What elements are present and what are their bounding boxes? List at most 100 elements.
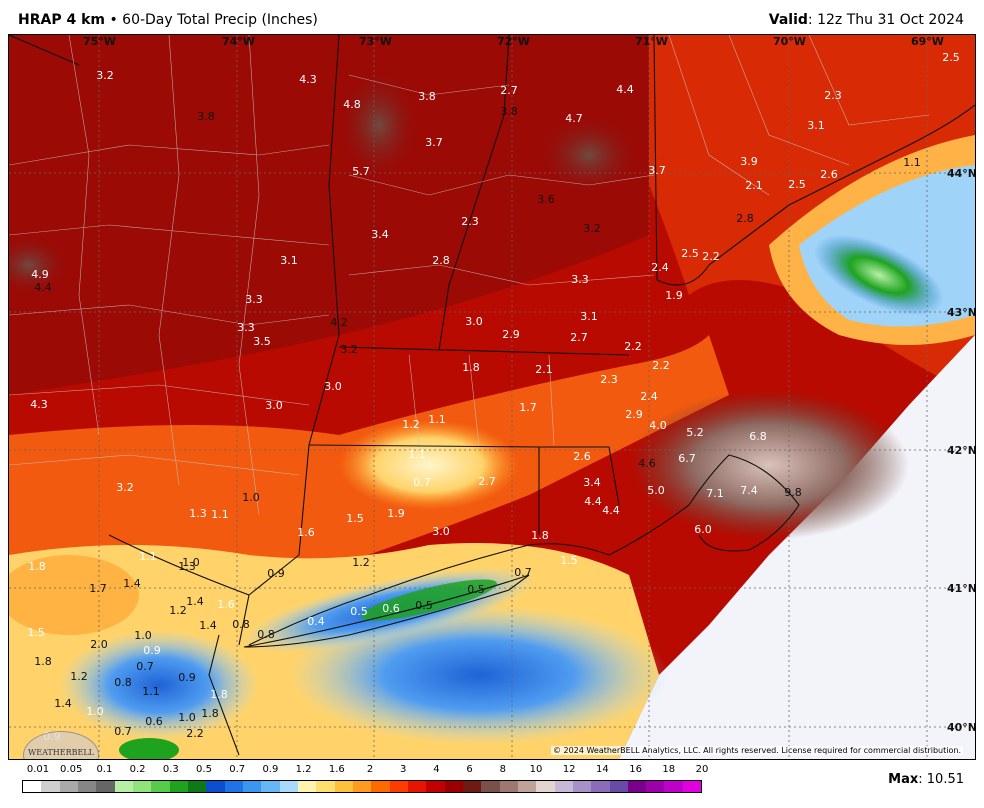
precip-value-label: 2.5 — [681, 247, 699, 260]
precip-value-label: 6.8 — [749, 430, 767, 443]
lat-label: 43°N — [947, 306, 975, 319]
precip-value-label: 3.8 — [500, 105, 518, 118]
long-island-green — [361, 579, 497, 621]
precip-value-label: 5.2 — [686, 426, 704, 439]
precip-value-label: 0.4 — [307, 615, 325, 628]
legend-tick-label: 0.2 — [129, 764, 146, 775]
precip-value-label: 0.9 — [143, 644, 161, 657]
legend-swatch — [536, 781, 555, 792]
precip-value-label: 1.1 — [139, 550, 157, 563]
legend-swatch — [371, 781, 390, 792]
precip-value-label: 0.7 — [114, 725, 132, 738]
valid-label: Valid — [768, 12, 808, 28]
logo-text: WEATHERBELL — [28, 748, 94, 757]
precip-value-label: 2.3 — [461, 215, 479, 228]
precip-value-label: 6.0 — [694, 523, 712, 536]
header: HRAP 4 km • 60-Day Total Precip (Inches)… — [0, 0, 984, 34]
precip-value-label: 4.6 — [638, 457, 656, 470]
legend-tick-label: 0.3 — [162, 764, 179, 775]
precip-value-label: 2.2 — [652, 359, 670, 372]
precip-value-label: 2.9 — [502, 328, 520, 341]
precip-value-label: 1.5 — [560, 554, 578, 567]
lat-label: 42°N — [947, 444, 975, 457]
precip-value-label: 0.7 — [136, 660, 154, 673]
lon-label: 75°W — [83, 35, 116, 48]
precip-value-label: 3.7 — [648, 164, 666, 177]
title-separator: • — [109, 12, 118, 28]
precip-value-label: 2.7 — [570, 331, 588, 344]
legend-tick-label: 6 — [466, 764, 473, 775]
precip-value-label: 0.8 — [114, 676, 132, 689]
precip-value-label: 7.4 — [740, 484, 758, 497]
precip-value-label: 1.2 — [352, 556, 370, 569]
precip-value-label: 2.8 — [432, 254, 450, 267]
precip-value-label: 1.4 — [199, 619, 217, 632]
legend-swatch — [96, 781, 115, 792]
precip-value-label: 2.3 — [824, 89, 842, 102]
precip-value-label: 2.9 — [625, 408, 643, 421]
lon-label: 73°W — [359, 35, 392, 48]
legend-swatch — [224, 781, 243, 792]
legend-swatch — [206, 781, 225, 792]
lon-label: 71°W — [635, 35, 668, 48]
legend-swatch — [261, 781, 280, 792]
precip-value-label: 9.8 — [784, 486, 802, 499]
lat-label: 44°N — [947, 167, 975, 180]
precip-value-label: 3.9 — [740, 155, 758, 168]
precip-value-label: 1.2 — [169, 604, 187, 617]
precip-value-label: 1.8 — [531, 529, 549, 542]
color-legend: 0.01 0.05 0.1 0.2 0.3 0.5 0.7 0.9 1.2 1.6 2 3 4 6 8 10 1… — [22, 764, 708, 798]
copyright-notice: © 2024 WeatherBELL Analytics, LLC. All r… — [551, 746, 963, 755]
dark-red-region — [9, 35, 649, 395]
legend-tick-label: 0.5 — [196, 764, 212, 775]
precip-value-label: 1.0 — [134, 629, 152, 642]
legend-swatch — [481, 781, 500, 792]
precip-value-label: 1.8 — [28, 560, 46, 573]
precip-value-label: 2.6 — [820, 168, 838, 181]
precip-value-label: 0.5 — [415, 599, 433, 612]
vt-brown-patch — [339, 70, 419, 180]
precip-value-label: 1.3 — [189, 507, 207, 520]
precip-value-label: 3.0 — [324, 380, 342, 393]
legend-swatch — [646, 781, 665, 792]
nj-blue — [59, 630, 259, 740]
legend-swatch — [627, 781, 647, 792]
precip-value-label: 2.2 — [624, 340, 642, 353]
precip-value-label: 1.4 — [123, 577, 141, 590]
legend-tick-label: 4 — [433, 764, 440, 775]
precip-value-label: 3.2 — [116, 481, 134, 494]
legend-tick-label: 0.7 — [229, 764, 246, 775]
precip-value-label: 1.7 — [89, 582, 107, 595]
legend-swatch — [169, 781, 188, 792]
precip-map[interactable]: 75°W 74°W 73°W 72°W 71°W 70°W 69°W 44°N 43°N 42°N… — [8, 34, 976, 760]
precip-value-label: 4.2 — [330, 316, 348, 329]
legend-swatch — [59, 781, 78, 792]
precip-value-label: 1.8 — [34, 655, 52, 668]
precip-value-label: 4.9 — [31, 268, 49, 281]
lat-label: 40°N — [947, 721, 975, 734]
precip-value-label: 4.4 — [584, 495, 602, 508]
precip-value-label: 5.7 — [352, 165, 370, 178]
precip-value-label: 1.0 — [182, 556, 200, 569]
legend-tick-label: 8 — [499, 764, 506, 775]
legend-swatch — [591, 781, 610, 792]
precip-value-label: 0.5 — [467, 583, 485, 596]
precip-value-label: 4.4 — [616, 83, 634, 96]
precip-value-label: 0.8 — [257, 628, 275, 641]
legend-swatch — [609, 781, 628, 792]
legend-color-bar — [22, 780, 702, 793]
precip-value-label: 3.0 — [432, 525, 450, 538]
map-title: HRAP 4 km • 60-Day Total Precip (Inches) — [18, 12, 318, 28]
legend-swatch — [334, 781, 353, 792]
precip-value-label: 4.4 — [34, 281, 52, 294]
legend-tick-label: 0.9 — [262, 764, 279, 775]
legend-swatch — [389, 781, 408, 792]
precip-value-label: 1.6 — [297, 526, 315, 539]
precip-value-label: 1.8 — [462, 361, 480, 374]
precip-value-label: 1.5 — [346, 512, 364, 525]
precip-value-label: 2.1 — [535, 363, 553, 376]
legend-swatch — [77, 781, 97, 792]
county-borders — [9, 35, 930, 516]
precip-value-label: 2.5 — [942, 51, 960, 64]
precip-value-label: 1.5 — [27, 626, 45, 639]
